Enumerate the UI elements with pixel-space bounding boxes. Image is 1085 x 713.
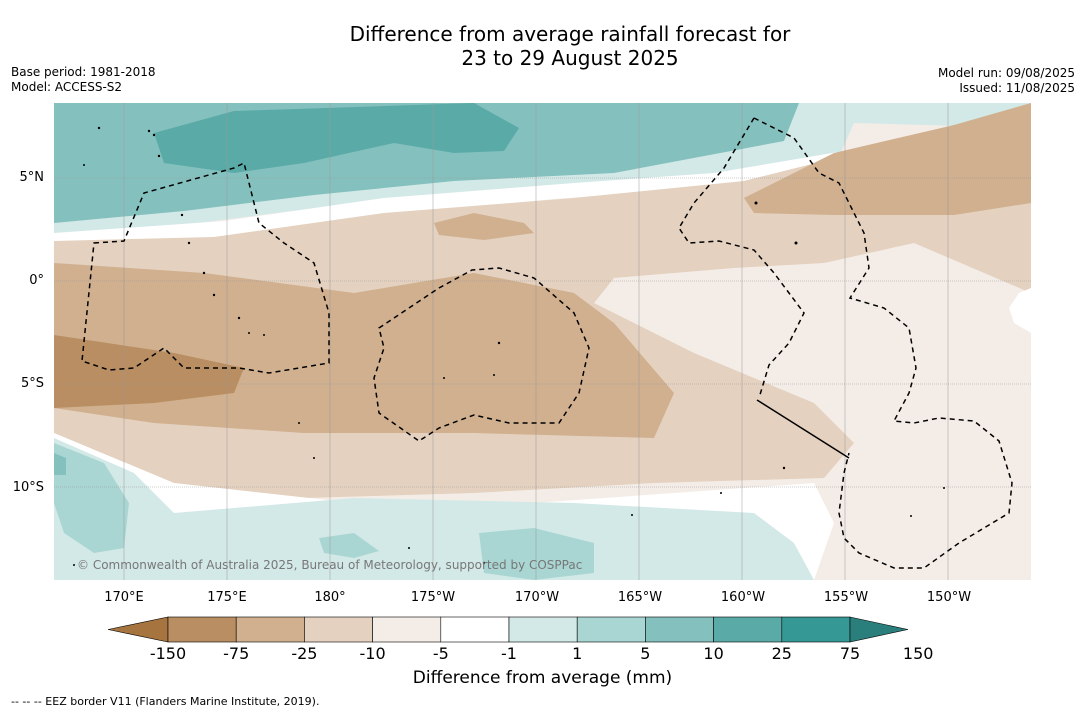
colorbar-tick-label: 10 <box>703 644 724 663</box>
wet-patch-small <box>319 533 379 558</box>
islands <box>73 126 945 566</box>
island <box>237 316 241 320</box>
island <box>152 133 156 137</box>
dry-core-northeast <box>744 103 1031 215</box>
colorbar-label: Difference from average (mm) <box>0 668 1085 688</box>
colorbar-extension-high <box>849 616 909 643</box>
colorbar-cell <box>781 616 851 643</box>
island <box>97 126 101 130</box>
island <box>187 241 191 245</box>
colorbar-label-text: Difference from average (mm) <box>412 668 673 688</box>
wet-core-north <box>154 103 519 173</box>
neutral-patch-east <box>1009 288 1031 333</box>
meta-left: Base period: 1981-2018 Model: ACCESS-S2 <box>11 65 156 95</box>
colorbar-tick-label: -25 <box>291 644 318 663</box>
colorbar-cell <box>440 616 510 643</box>
eez-border-central <box>373 267 590 442</box>
eez-borders <box>81 117 1013 569</box>
copyright-notice: © Commonwealth of Australia 2025, Bureau… <box>77 558 583 572</box>
colorbar-tick-label: -5 <box>432 644 449 663</box>
lon-label-175e: 175°E <box>207 590 247 605</box>
colorbar-tick-label: 5 <box>640 644 651 663</box>
island <box>943 487 945 489</box>
rainfall-anomaly-map <box>54 103 1031 580</box>
island <box>147 129 151 133</box>
dry-core-west <box>54 335 244 408</box>
dry-patch-north <box>434 213 534 240</box>
colorbar-cell <box>372 616 442 643</box>
map-title-line-1: Difference from average rainfall forecas… <box>349 22 791 46</box>
island <box>493 374 495 376</box>
colorbar-tick-label: 25 <box>771 644 792 663</box>
graticule <box>54 103 1031 580</box>
island <box>298 422 300 424</box>
lon-label-165w: 165°W <box>617 590 663 605</box>
lat-label-0: 0° <box>29 273 44 288</box>
colorbar-cell <box>304 616 373 643</box>
island <box>212 293 216 297</box>
colorbar-tick-label: -150 <box>149 644 187 663</box>
neutral-band-north <box>54 111 1031 243</box>
colorbar-cell <box>645 616 714 643</box>
colorbar-tick-label: 1 <box>572 644 583 663</box>
lon-label-180: 180° <box>314 590 346 605</box>
eez-footnote: -- -- -- EEZ border V11 (Flanders Marine… <box>11 695 320 708</box>
eez-border-east-inner <box>678 117 805 399</box>
colorbar <box>108 616 909 643</box>
island <box>408 547 410 549</box>
wet-patch-southwest <box>54 443 129 553</box>
eez-border-solid <box>756 399 850 459</box>
lon-label-155w: 155°W <box>823 590 869 605</box>
map-title-line-2: 23 to 29 August 2025 <box>461 46 679 70</box>
island <box>248 332 250 334</box>
island <box>73 564 75 566</box>
colorbar-cells <box>108 616 909 643</box>
colorbar-extension-low <box>108 616 169 643</box>
lon-label-175w: 175°W <box>410 590 456 605</box>
lat-label-5s: 5°S <box>20 376 44 391</box>
lon-label-150w: 150°W <box>926 590 972 605</box>
colorbar-cell <box>576 616 646 643</box>
island <box>720 492 722 494</box>
colorbar-cell <box>713 616 783 643</box>
colorbar-tick-label: 150 <box>902 644 934 663</box>
lat-label-5n: 5°N <box>19 170 45 185</box>
wet-band-south <box>54 438 814 580</box>
base-period: Base period: 1981-2018 <box>11 65 156 79</box>
island <box>794 241 798 245</box>
island <box>180 213 184 217</box>
lon-label-160w: 160°W <box>720 590 766 605</box>
island <box>157 154 161 158</box>
island <box>263 334 265 336</box>
lon-label-170e: 170°E <box>104 590 144 605</box>
island <box>202 271 206 275</box>
colorbar-tick-label: -1 <box>501 644 517 663</box>
colorbar-tick-label: -10 <box>359 644 386 663</box>
colorbar-tick-label: -75 <box>223 644 250 663</box>
island <box>83 164 85 166</box>
colorbar-cell <box>235 616 305 643</box>
island <box>482 561 486 565</box>
island <box>782 466 786 470</box>
lon-label-170w: 170°W <box>514 590 560 605</box>
eez-border-west <box>81 161 330 374</box>
issued-date: Issued: 11/08/2025 <box>959 81 1075 95</box>
model-name: Model: ACCESS-S2 <box>11 80 123 94</box>
island <box>754 201 758 205</box>
island <box>910 515 912 517</box>
island <box>443 377 445 379</box>
wet-patch-south <box>479 528 594 580</box>
colorbar-cell <box>508 616 578 643</box>
island <box>497 341 501 345</box>
island <box>313 457 315 459</box>
lat-label-10s: 10°S <box>12 480 44 495</box>
island <box>631 514 633 516</box>
wet-patch-edge <box>54 453 66 475</box>
model-run: Model run: 09/08/2025 <box>937 66 1075 80</box>
colorbar-tick-label: 75 <box>839 644 861 663</box>
meta-right: Model run: 09/08/2025 Issued: 11/08/2025 <box>938 66 1075 96</box>
colorbar-cell <box>167 616 237 643</box>
